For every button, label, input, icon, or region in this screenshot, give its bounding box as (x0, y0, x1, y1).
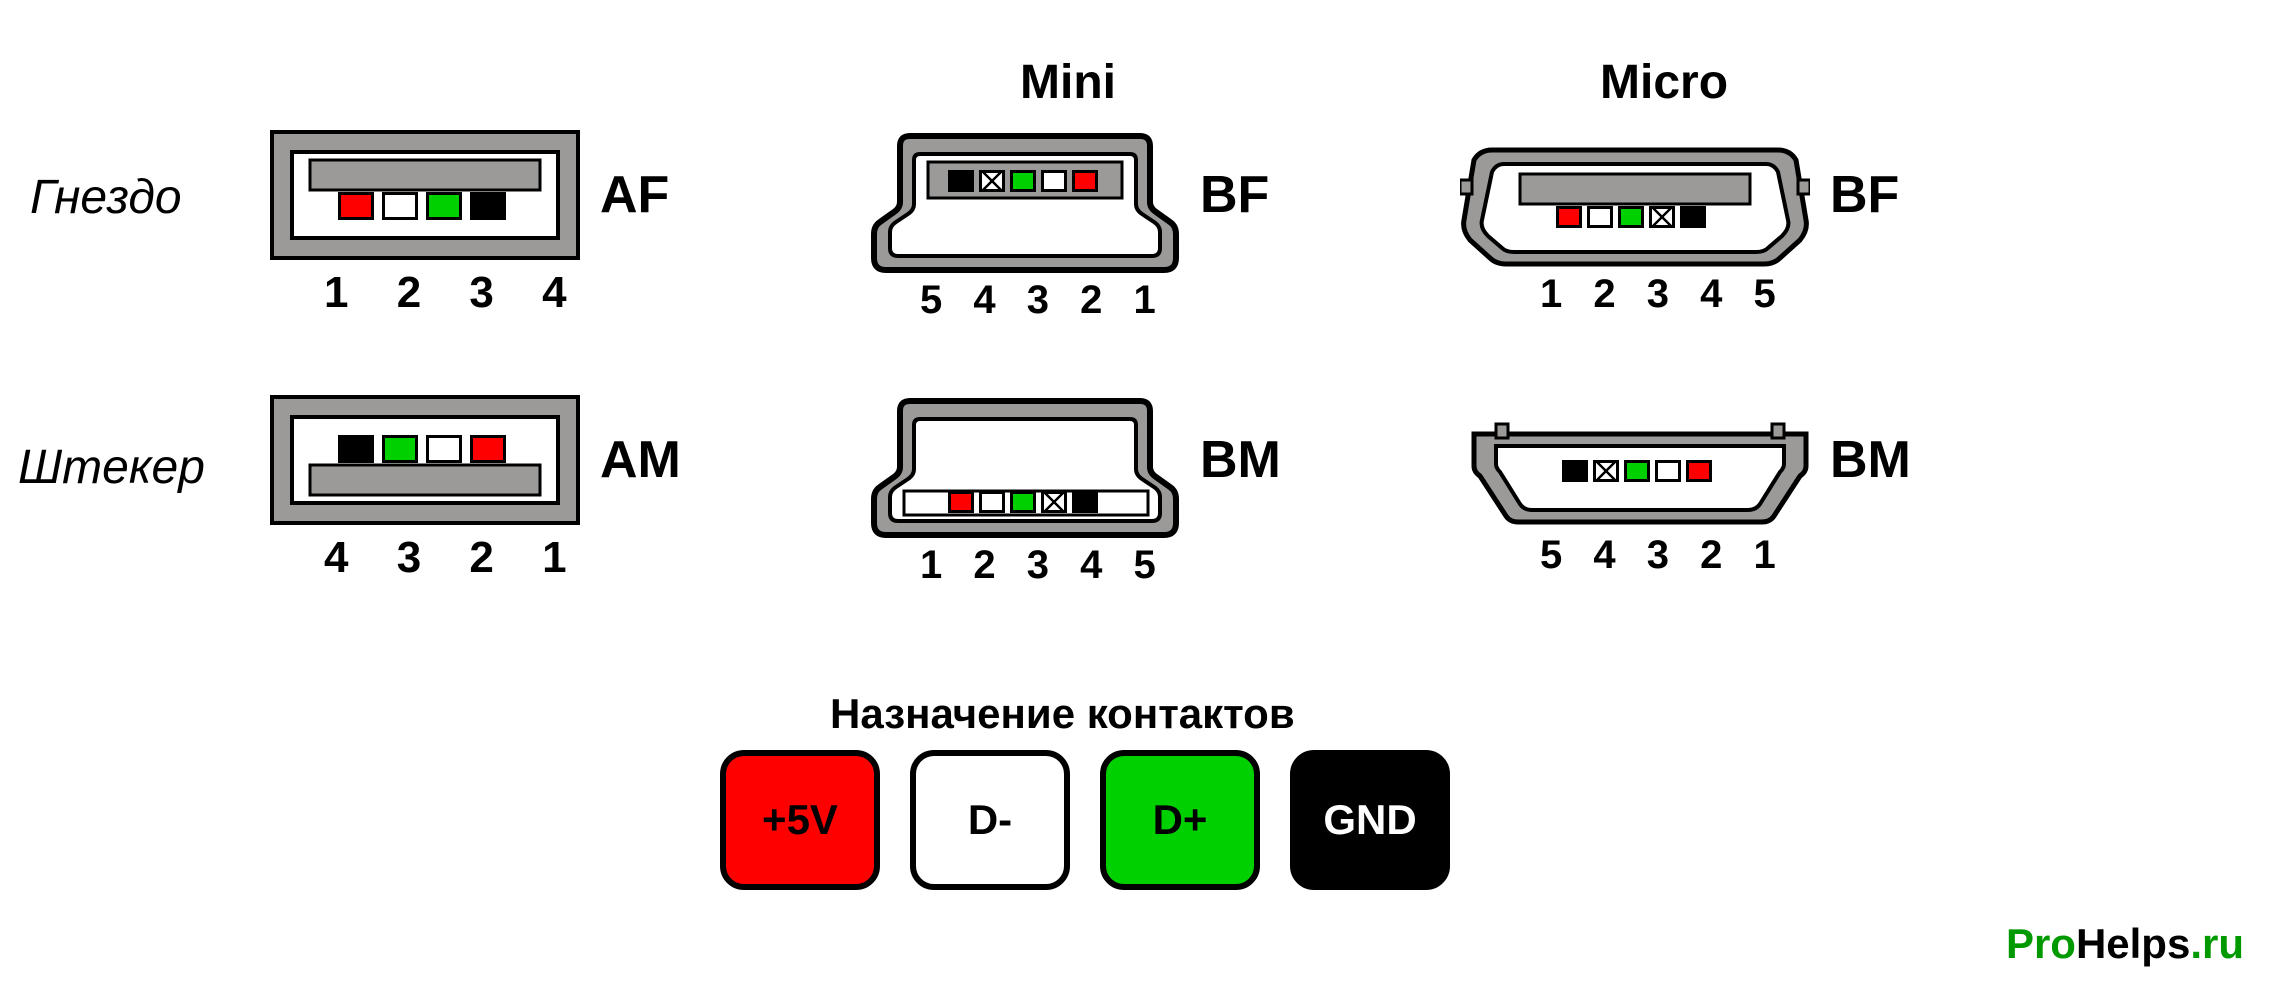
pin-numbers-mini-socket: 5 4 3 2 1 (920, 278, 1150, 323)
pin-icon (426, 192, 462, 220)
pin-icon (1562, 460, 1588, 482)
connector-mini-plug (870, 395, 1180, 550)
connector-mini-socket (870, 130, 1180, 285)
connector-usb-a-plug (270, 395, 580, 540)
pin-icon (382, 192, 418, 220)
pin-icon (979, 170, 1005, 192)
pin-numbers-mini-plug: 1 2 3 4 5 (920, 543, 1150, 588)
legend-title: Назначение контактов (830, 690, 1295, 738)
watermark-ru: .ru (2190, 920, 2244, 967)
pin-icon (1041, 491, 1067, 513)
connector-micro-plug (1470, 420, 1810, 535)
pin-numbers-micro-plug: 5 4 3 2 1 (1540, 533, 1770, 578)
watermark-helps: Helps (2076, 920, 2190, 967)
pin-icon (426, 435, 462, 463)
code-bf-micro: BF (1830, 165, 1899, 225)
code-bm-mini: BM (1200, 430, 1281, 490)
code-af: AF (600, 165, 669, 225)
pin-icon (1686, 460, 1712, 482)
pin-icon (1624, 460, 1650, 482)
code-am: AM (600, 430, 681, 490)
pin-icon (382, 435, 418, 463)
pin-icon (1072, 170, 1098, 192)
legend-item-dplus: D+ (1100, 750, 1260, 890)
pin-icon (948, 491, 974, 513)
pin-icon (1680, 206, 1706, 228)
pin-icon (1655, 460, 1681, 482)
code-bf-mini: BF (1200, 165, 1269, 225)
pin-numbers-a-plug: 4 3 2 1 (324, 533, 554, 583)
pin-icon (1041, 170, 1067, 192)
pin-icon (338, 192, 374, 220)
pin-icon (1010, 491, 1036, 513)
code-bm-micro: BM (1830, 430, 1911, 490)
pin-icon (470, 192, 506, 220)
pin-icon (1072, 491, 1098, 513)
pin-icon (1556, 206, 1582, 228)
pin-icon (1618, 206, 1644, 228)
pin-icon (1010, 170, 1036, 192)
watermark-pro: Pro (2006, 920, 2076, 967)
pin-icon (1649, 206, 1675, 228)
connector-micro-socket (1460, 140, 1810, 275)
column-header-mini: Mini (1020, 55, 1116, 110)
pin-numbers-a-socket: 1 2 3 4 (324, 268, 554, 318)
row-label-plug: Штекер (18, 440, 205, 495)
row-label-socket: Гнездо (30, 170, 182, 225)
pin-icon (338, 435, 374, 463)
pin-icon (1587, 206, 1613, 228)
watermark: ProHelps.ru (2006, 920, 2244, 968)
column-header-micro: Micro (1600, 55, 1728, 110)
pin-numbers-micro-socket: 1 2 3 4 5 (1540, 272, 1770, 317)
pin-icon (1593, 460, 1619, 482)
pin-icon (979, 491, 1005, 513)
legend-item-5v: +5V (720, 750, 880, 890)
pin-icon (470, 435, 506, 463)
legend-item-gnd: GND (1290, 750, 1450, 890)
legend-row: +5V D- D+ GND (720, 750, 1450, 890)
connector-usb-a-socket (270, 130, 580, 275)
legend-item-dminus: D- (910, 750, 1070, 890)
pin-icon (948, 170, 974, 192)
